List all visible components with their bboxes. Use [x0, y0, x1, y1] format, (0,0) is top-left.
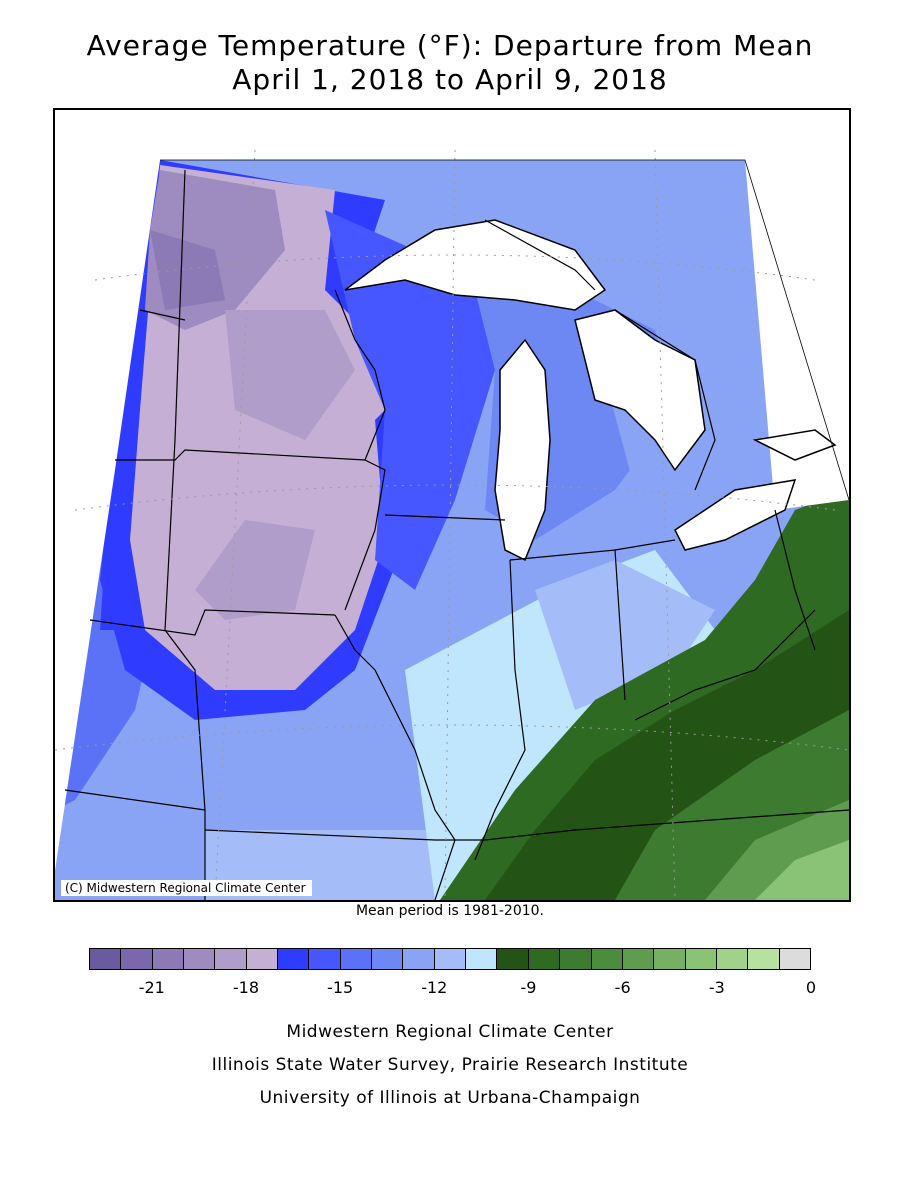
legend-tick-label: -18 [232, 978, 260, 997]
lake-ontario [752, 429, 837, 461]
legend-swatch [622, 949, 655, 969]
legend-swatch [90, 949, 122, 969]
legend-tick-label: -21 [138, 978, 165, 997]
map-title: Average Temperature (°F): Departure from… [86, 29, 814, 62]
legend-swatch [748, 949, 780, 969]
great-lakes [344, 219, 837, 562]
legend-swatch [246, 949, 279, 969]
footer-org: Midwestern Regional Climate Center [286, 1022, 614, 1042]
legend-swatch [340, 949, 373, 969]
legend-swatch [152, 949, 185, 969]
legend-swatch [434, 949, 467, 969]
lake-superior [344, 219, 607, 311]
legend-swatch [591, 949, 623, 969]
legend-swatch [528, 949, 561, 969]
legend-swatch [654, 949, 686, 969]
map-copyright: (C) Midwestern Regional Climate Center [61, 880, 312, 896]
legend-swatch [779, 949, 810, 969]
legend-tick-label: -12 [421, 978, 448, 997]
legend-swatch [278, 949, 310, 969]
legend-swatch [184, 949, 216, 969]
color-legend [89, 948, 811, 970]
legend-swatch [121, 949, 153, 969]
legend-tick-label: -9 [520, 978, 537, 997]
map-canvas [55, 110, 849, 900]
legend-tick-label: 0 [805, 978, 817, 997]
legend-color-bar [89, 948, 811, 970]
legend-tick-label: -15 [327, 978, 354, 997]
legend-tick-label: -6 [614, 978, 631, 997]
footer-university: University of Illinois at Urbana-Champai… [259, 1088, 641, 1108]
legend-swatch [309, 949, 341, 969]
legend-swatch [716, 949, 749, 969]
legend-swatch [466, 949, 498, 969]
lake-erie [674, 479, 797, 551]
state-borders [64, 169, 849, 900]
footer-survey: Illinois State Water Survey, Prairie Res… [211, 1055, 689, 1075]
legend-swatch [403, 949, 435, 969]
graticule [55, 149, 849, 900]
map-date-range: April 1, 2018 to April 9, 2018 [232, 63, 668, 96]
lake-michigan [494, 338, 551, 562]
legend-swatch [372, 949, 404, 969]
mean-period-note: Mean period is 1981-2010. [355, 903, 545, 919]
lake-huron [574, 309, 706, 472]
legend-tick-label: -3 [708, 978, 725, 997]
legend-swatch [497, 949, 529, 969]
legend-swatch [560, 949, 592, 969]
legend-swatch [215, 949, 247, 969]
legend-swatch [685, 949, 717, 969]
temperature-departure-map: (C) Midwestern Regional Climate Center [53, 108, 851, 902]
